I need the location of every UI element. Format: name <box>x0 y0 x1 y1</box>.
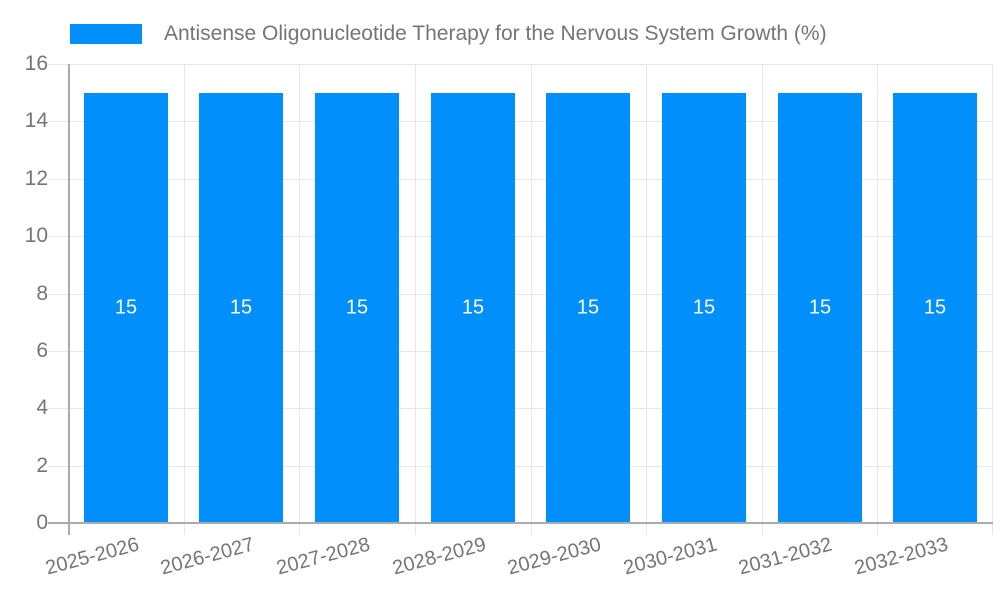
bar-2028-2029[interactable]: 15 <box>431 93 515 523</box>
ytick-10: 10 <box>24 224 48 247</box>
bar-2025-2026[interactable]: 15 <box>84 93 168 523</box>
bar-2030-2031[interactable]: 15 <box>662 93 746 523</box>
xtick-2030-2031: 2030-2031 <box>621 533 720 580</box>
gridline-h <box>48 121 993 122</box>
gridline-h <box>48 64 993 65</box>
bar-value-label: 15 <box>461 296 485 319</box>
ytick-12: 12 <box>24 167 48 190</box>
ytick-6: 6 <box>36 339 48 362</box>
gridline-v <box>184 64 185 535</box>
gridline-v <box>762 64 763 535</box>
xtick-2028-2029: 2028-2029 <box>390 533 489 580</box>
bar-value-label: 15 <box>345 296 369 319</box>
gridline-h <box>48 351 993 352</box>
gridline-v <box>992 64 993 535</box>
gridline-h <box>48 236 993 237</box>
bar-2029-2030[interactable]: 15 <box>546 93 630 523</box>
gridline-h <box>48 179 993 180</box>
bar-2026-2027[interactable]: 15 <box>199 93 283 523</box>
bar-value-label: 15 <box>576 296 600 319</box>
bar-value-label: 15 <box>808 296 832 319</box>
bar-2027-2028[interactable]: 15 <box>315 93 399 523</box>
gridline-v <box>531 64 532 535</box>
gridline-v <box>646 64 647 535</box>
xtick-2029-2030: 2029-2030 <box>505 533 604 580</box>
xtick-2025-2026: 2025-2026 <box>43 533 142 580</box>
legend[interactable]: Antisense Oligonucleotide Therapy for th… <box>70 20 827 48</box>
gridline-v <box>415 64 416 535</box>
legend-swatch <box>70 24 142 44</box>
ytick-16: 16 <box>24 52 48 75</box>
bar-value-label: 15 <box>229 296 253 319</box>
bar-2031-2032[interactable]: 15 <box>778 93 862 523</box>
chart-title: Antisense Oligonucleotide Therapy for th… <box>164 22 827 45</box>
bar-value-label: 15 <box>114 296 138 319</box>
plot-area: 15 15 15 15 15 15 15 15 16 14 12 10 8 6 … <box>25 52 993 535</box>
xtick-2032-2033: 2032-2033 <box>852 533 951 580</box>
ytick-14: 14 <box>24 109 48 132</box>
bar-value-label: 15 <box>692 296 716 319</box>
gridline-h <box>48 408 993 409</box>
y-axis-line <box>68 64 70 535</box>
gridline-v <box>299 64 300 535</box>
ytick-2: 2 <box>36 454 48 477</box>
x-axis-line <box>48 522 993 524</box>
bar-2032-2033[interactable]: 15 <box>893 93 977 523</box>
gridline-h <box>48 466 993 467</box>
ytick-4: 4 <box>36 396 48 419</box>
xtick-2026-2027: 2026-2027 <box>158 533 257 580</box>
ytick-8: 8 <box>36 282 48 305</box>
xtick-2031-2032: 2031-2032 <box>736 533 835 580</box>
xtick-2027-2028: 2027-2028 <box>274 533 373 580</box>
ytick-0: 0 <box>36 511 48 534</box>
bar-value-label: 15 <box>923 296 947 319</box>
gridline-v <box>877 64 878 535</box>
gridline-h <box>48 294 993 295</box>
